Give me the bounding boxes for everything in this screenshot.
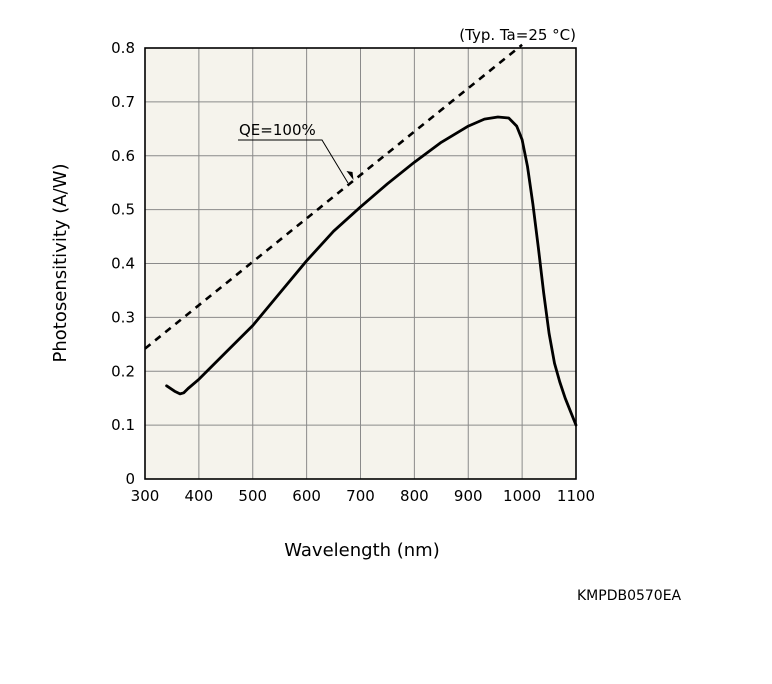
x-tick-label: 400 (185, 487, 214, 505)
grid-lines (145, 48, 576, 479)
photosensitivity-curve (165, 115, 578, 427)
x-tick-label: 800 (400, 487, 429, 505)
qe-annotation-label: QE=100% (239, 121, 316, 139)
qe-100-series (144, 43, 523, 350)
y-tick-label: 0 (125, 470, 135, 488)
x-tick-label: 300 (131, 487, 160, 505)
qe-annotation-leader (238, 139, 349, 184)
x-tick-label: 600 (292, 487, 321, 505)
y-tick-label: 0.8 (111, 39, 135, 57)
x-tick-label: 1100 (557, 487, 595, 505)
qe-100-percent-line (144, 43, 523, 350)
y-tick-label: 0.5 (111, 201, 135, 219)
qe-annotation-arrowhead (346, 170, 354, 180)
y-tick-label: 0.4 (111, 255, 135, 273)
x-tick-labels: 300 400 500 600 700 800 900 1000 1100 (131, 487, 595, 505)
condition-note: (Typ. Ta=25 °C) (459, 26, 576, 44)
y-tick-label: 0.1 (111, 416, 135, 434)
x-tick-label: 500 (238, 487, 267, 505)
document-code: KMPDB0570EA (577, 588, 682, 604)
y-tick-label: 0.6 (111, 147, 135, 165)
y-tick-label: 0.7 (111, 93, 135, 111)
x-axis-label: Wavelength (nm) (284, 540, 440, 561)
plot-frame (144, 47, 577, 480)
y-tick-label: 0.3 (111, 308, 135, 326)
y-axis-label: Photosensitivity (A/W) (50, 164, 71, 363)
y-tick-label: 0.2 (111, 362, 135, 380)
x-tick-label: 900 (454, 487, 483, 505)
y-tick-labels: 0 0.1 0.2 0.3 0.4 0.5 0.6 0.7 0.8 (111, 39, 135, 488)
x-tick-label: 700 (346, 487, 375, 505)
x-tick-label: 1000 (503, 487, 541, 505)
